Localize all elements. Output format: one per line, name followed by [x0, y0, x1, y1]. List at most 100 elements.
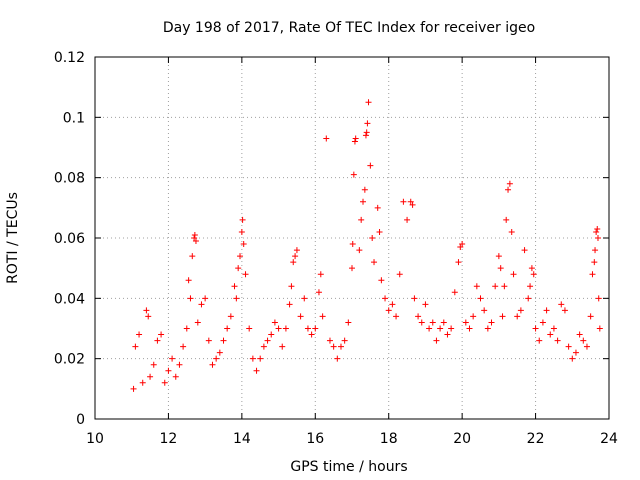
data-point: [282, 325, 289, 332]
data-point: [191, 231, 198, 238]
data-point: [362, 132, 369, 139]
data-point: [224, 325, 231, 332]
data-point: [393, 313, 400, 320]
data-point: [595, 295, 602, 302]
data-point: [297, 313, 304, 320]
data-point: [150, 361, 157, 368]
data-point: [312, 325, 319, 332]
data-point: [361, 186, 368, 193]
data-point: [319, 313, 326, 320]
data-point: [227, 313, 234, 320]
data-point: [508, 228, 515, 235]
data-point: [130, 385, 137, 392]
data-point: [592, 247, 599, 254]
data-point: [330, 343, 337, 350]
data-point: [594, 235, 601, 241]
data-point: [437, 325, 444, 332]
x-tick-label: 10: [86, 431, 104, 447]
y-tick-label: 0.06: [54, 231, 85, 247]
data-point: [165, 367, 172, 374]
data-point: [356, 247, 363, 254]
data-point: [554, 337, 561, 344]
data-point: [517, 307, 524, 314]
data-point: [202, 295, 209, 302]
data-point: [326, 337, 333, 344]
y-axis-label: ROTI / TECUs: [5, 192, 21, 284]
data-point: [337, 343, 344, 350]
data-point: [525, 295, 532, 302]
data-point: [550, 325, 557, 332]
data-point: [180, 343, 187, 350]
y-tick-label: 0.02: [54, 352, 85, 368]
data-point: [492, 283, 499, 290]
data-point: [426, 325, 433, 332]
data-point: [503, 216, 510, 223]
data-point: [418, 319, 425, 326]
data-point: [154, 337, 161, 344]
data-point: [448, 325, 455, 332]
data-point: [484, 325, 491, 332]
data-point: [521, 247, 528, 254]
data-point: [253, 367, 260, 374]
data-point: [220, 337, 227, 344]
data-point: [286, 301, 293, 308]
data-point: [349, 241, 356, 248]
data-point: [345, 319, 352, 326]
data-point: [411, 295, 418, 302]
data-point: [569, 355, 576, 362]
data-point: [239, 216, 246, 223]
data-point: [527, 283, 534, 290]
data-point: [382, 295, 389, 302]
data-point: [497, 265, 504, 272]
data-point: [369, 235, 376, 241]
data-point: [183, 325, 190, 332]
data-point: [292, 253, 299, 260]
data-point: [547, 331, 554, 338]
data-point: [317, 271, 324, 278]
data-point: [409, 201, 416, 208]
data-point: [360, 198, 367, 205]
data-point: [290, 259, 297, 266]
data-points: [130, 99, 603, 392]
data-point: [279, 343, 286, 350]
data-point: [440, 319, 447, 326]
data-point: [198, 301, 205, 308]
data-point: [371, 259, 378, 266]
data-point: [364, 120, 371, 127]
x-tick-label: 12: [160, 431, 178, 447]
data-point: [136, 331, 143, 338]
data-point: [501, 283, 508, 290]
data-point: [572, 349, 579, 356]
data-point: [532, 325, 539, 332]
data-point: [323, 135, 330, 142]
data-point: [358, 216, 365, 223]
data-point: [257, 355, 264, 362]
x-tick-label: 24: [600, 431, 618, 447]
axis-ticks: [94, 56, 610, 420]
data-point: [505, 186, 512, 193]
data-point: [161, 379, 168, 386]
data-point: [596, 325, 603, 332]
data-point: [404, 216, 411, 223]
data-point: [240, 241, 247, 248]
data-point: [558, 301, 565, 308]
data-point: [238, 228, 245, 235]
data-point: [477, 295, 484, 302]
data-point: [315, 289, 322, 296]
data-point: [433, 337, 440, 344]
data-point: [367, 162, 374, 169]
data-point: [429, 319, 436, 326]
data-point: [514, 313, 521, 320]
data-point: [376, 228, 383, 235]
data-point: [271, 319, 278, 326]
data-point: [481, 307, 488, 314]
data-point: [488, 319, 495, 326]
data-point: [444, 331, 451, 338]
data-point: [528, 265, 535, 272]
data-point: [213, 355, 220, 362]
data-point: [301, 295, 308, 302]
data-point: [499, 313, 506, 320]
x-tick-label: 16: [306, 431, 324, 447]
data-point: [308, 331, 315, 338]
